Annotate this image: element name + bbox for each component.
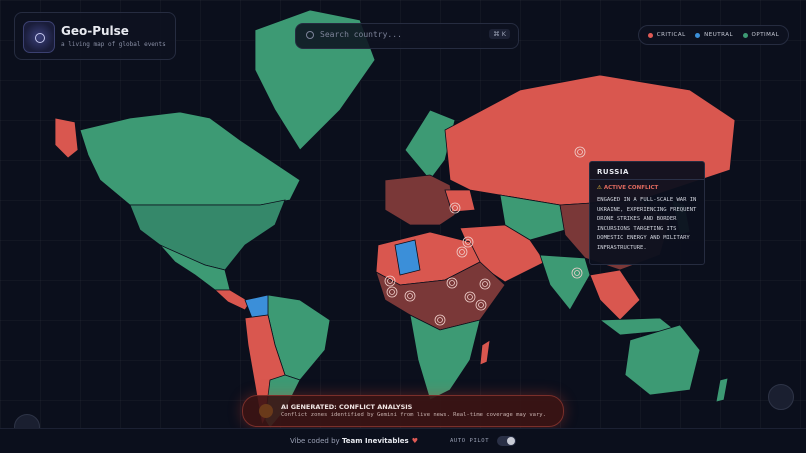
madagascar[interactable] [479, 339, 491, 366]
southeast-asia[interactable] [589, 269, 641, 321]
team-name: Team Inevitables [341, 437, 409, 445]
marker[interactable] [571, 267, 583, 279]
banner-icon [259, 404, 273, 418]
autopilot-toggle[interactable] [497, 436, 516, 446]
legend-item[interactable]: CRITICAL [647, 32, 686, 38]
central-africa[interactable] [375, 261, 506, 331]
marker[interactable] [464, 291, 476, 303]
legend: CRITICAL NEUTRAL OPTIMAL [638, 25, 789, 45]
legend-label: OPTIMAL [751, 32, 780, 38]
canada[interactable] [79, 111, 301, 206]
marker[interactable] [446, 277, 458, 289]
banner-title: AI GENERATED: CONFLICT ANALYSIS [281, 403, 413, 411]
credit: Vibe coded by Team Inevitables ♥ [290, 437, 418, 445]
country-status: ACTIVE CONFLICT [597, 185, 658, 191]
country-name: RUSSIA [597, 168, 629, 176]
shortcut-hint: ⌘ K [489, 29, 510, 39]
india[interactable] [539, 254, 591, 311]
divider [590, 179, 704, 180]
brand-card: Geo-Pulse a living map of global events [14, 12, 176, 60]
marker[interactable] [456, 246, 468, 258]
search-box[interactable]: Search country... ⌘ K [295, 23, 519, 49]
marker[interactable] [384, 275, 396, 287]
marker[interactable] [479, 278, 491, 290]
ai-banner[interactable]: AI GENERATED: CONFLICT ANALYSIS Conflict… [242, 395, 564, 427]
marker[interactable] [574, 146, 586, 158]
app-subtitle: a living map of global events [61, 41, 166, 48]
conflict-markers [384, 146, 586, 326]
marker[interactable] [434, 314, 446, 326]
search-placeholder: Search country... [320, 30, 402, 39]
app-title: Geo-Pulse [61, 24, 129, 38]
central-asia[interactable] [499, 194, 566, 241]
toggle-label: AUTO PILOT [450, 438, 490, 444]
europe[interactable] [384, 174, 456, 226]
legend-label: CRITICAL [656, 32, 686, 38]
usa[interactable] [129, 199, 286, 271]
australia[interactable] [624, 324, 701, 396]
credit-prefix: Vibe coded by [290, 437, 340, 445]
marker[interactable] [449, 202, 461, 214]
ukraine[interactable] [444, 189, 476, 213]
marker[interactable] [404, 290, 416, 302]
marker[interactable] [475, 299, 487, 311]
legend-dot [742, 32, 748, 38]
heart-icon: ♥ [411, 437, 418, 445]
home-button[interactable] [768, 384, 794, 410]
logo [23, 21, 55, 53]
marker[interactable] [386, 286, 398, 298]
legend-item[interactable]: OPTIMAL [742, 32, 780, 38]
country-tooltip: RUSSIA ACTIVE CONFLICT ENGAGED IN A FULL… [589, 161, 705, 265]
legend-dot [695, 32, 701, 38]
banner-text: Conflict zones identified by Gemini from… [281, 412, 546, 418]
legend-item[interactable]: NEUTRAL [695, 32, 733, 38]
legend-dot [647, 32, 653, 38]
southern-africa[interactable] [409, 314, 481, 401]
alaska[interactable] [54, 117, 79, 159]
new-zealand[interactable] [715, 377, 729, 403]
sahara-neutral[interactable] [394, 239, 421, 276]
marker[interactable] [462, 236, 474, 248]
footer: Vibe coded by Team Inevitables ♥ AUTO PIL… [0, 428, 806, 453]
search-icon [306, 31, 314, 39]
country-description: ENGAGED IN A FULL-SCALE WAR IN UKRAINE, … [597, 197, 697, 251]
legend-label: NEUTRAL [704, 32, 734, 38]
